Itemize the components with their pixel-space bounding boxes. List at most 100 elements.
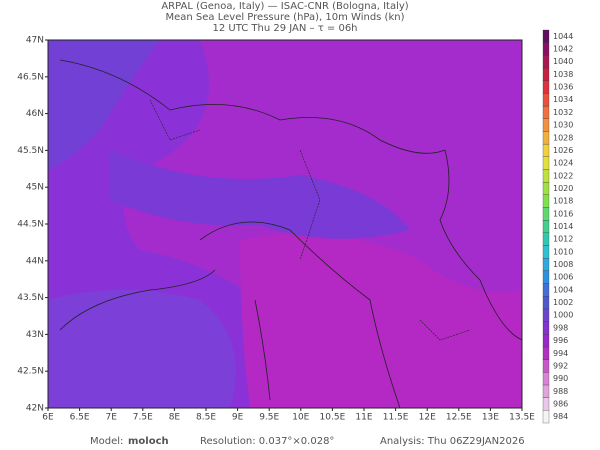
colorbar-swatch: [542, 55, 550, 69]
map-field: [48, 40, 522, 408]
colorbar-label: 994: [553, 349, 568, 358]
colorbar-swatch: [542, 270, 550, 284]
colorbar-label: 1026: [553, 146, 573, 155]
colorbar-label: 1006: [553, 273, 573, 282]
analysis: Analysis: Thu 06Z29JAN2026: [380, 436, 525, 447]
colorbar-label: 1018: [553, 197, 573, 206]
colorbar: 984 986 988 990 992 994 996 998 1000 1002 1004 1006…: [542, 29, 573, 424]
colorbar-label: 1016: [553, 209, 573, 218]
lat-labels: 47N 46.5N 46N 45.5N 45N 44.5N 44N 43.5N 43N 42.5N…: [17, 36, 48, 414]
colorbar-swatch: [542, 220, 550, 233]
colorbar-label: 988: [553, 387, 568, 396]
lat-label: 43N: [26, 330, 44, 340]
lon-label: 13.5E: [509, 413, 535, 423]
colorbar-label: 1014: [553, 222, 573, 231]
lat-label: 46N: [26, 109, 44, 119]
lat-label: 46.5N: [17, 72, 44, 82]
lat-label: 42.5N: [17, 367, 44, 377]
colorbar-swatch: [542, 131, 550, 145]
colorbar-swatch: [542, 359, 550, 373]
colorbar-label: 1038: [553, 70, 573, 79]
resolution: Resolution: 0.037°×0.028°: [200, 436, 334, 447]
lon-label: 10E: [292, 413, 309, 423]
colorbar-swatch: [542, 384, 550, 398]
colorbar-swatch: [542, 181, 550, 195]
colorbar-swatch: [542, 283, 550, 297]
lat-label: 45N: [26, 183, 44, 193]
colorbar-swatch: [542, 346, 550, 360]
header: ARPAL (Genoa, Italy) — ISAC-CNR (Bologna…: [161, 1, 408, 34]
header-line: Mean Sea Level Pressure (hPa), 10m Winds…: [166, 12, 405, 23]
colorbar-swatch: [542, 143, 550, 157]
lon-label: 7.5E: [133, 413, 153, 423]
colorbar-swatch: [542, 296, 550, 310]
footer: Model: moloch Resolution: 0.037°×0.028° …: [90, 436, 525, 447]
colorbar-swatch: [542, 232, 550, 246]
colorbar-label: 986: [553, 399, 568, 408]
colorbar-label: 1036: [553, 83, 573, 92]
lon-label: 6.5E: [70, 413, 90, 423]
colorbar-swatch: [542, 105, 550, 119]
colorbar-label: 1032: [553, 108, 573, 117]
colorbar-swatch: [542, 397, 550, 411]
colorbar-label: 996: [553, 336, 568, 345]
colorbar-label: 1000: [553, 311, 573, 320]
colorbar-swatch: [542, 334, 550, 348]
lon-label: 10.5E: [320, 413, 346, 423]
colorbar-label: 1022: [553, 171, 573, 180]
lat-label: 44N: [26, 256, 44, 266]
colorbar-label: 992: [553, 361, 568, 370]
colorbar-swatch: [542, 245, 550, 259]
colorbar-label: 1020: [553, 184, 573, 193]
colorbar-label: 1028: [553, 133, 573, 142]
lat-label: 43.5N: [17, 293, 44, 303]
header-line: 12 UTC Thu 29 JAN – τ = 06h: [212, 23, 357, 34]
lon-label: 11.5E: [383, 413, 409, 423]
colorbar-label: 990: [553, 374, 568, 383]
lat-label: 42N: [26, 404, 44, 414]
colorbar-swatch: [542, 410, 550, 424]
colorbar-swatch: [542, 207, 550, 221]
colorbar-swatch: [542, 372, 550, 386]
colorbar-swatch: [542, 308, 550, 322]
lon-label: 8.5E: [196, 413, 216, 423]
lon-label: 7E: [105, 413, 117, 423]
lon-label: 9.5E: [259, 413, 279, 423]
lon-label: 12.5E: [446, 413, 472, 423]
colorbar-label: 1012: [553, 235, 573, 244]
colorbar-swatch: [542, 156, 550, 170]
colorbar-label: 1040: [553, 57, 573, 66]
colorbar-swatch: [542, 80, 550, 94]
colorbar-swatch: [542, 93, 550, 107]
colorbar-swatch: [542, 29, 550, 43]
colorbar-swatch: [542, 194, 550, 208]
colorbar-label: 1008: [553, 260, 573, 269]
lon-label: 8E: [169, 413, 181, 423]
colorbar-swatch: [542, 118, 550, 132]
colorbar-label: 1002: [553, 298, 573, 307]
colorbar-label: 1030: [553, 121, 573, 130]
colorbar-swatch: [542, 321, 550, 335]
colorbar-label: 998: [553, 323, 568, 332]
colorbar-label: 1044: [553, 32, 573, 41]
lat-label: 45.5N: [17, 146, 44, 156]
lon-label: 6E: [42, 413, 54, 423]
colorbar-label: 984: [553, 412, 568, 421]
lon-label: 13E: [482, 413, 499, 423]
colorbar-label: 1034: [553, 95, 573, 104]
colorbar-swatch: [542, 67, 550, 81]
lon-label: 9E: [232, 413, 244, 423]
colorbar-label: 1010: [553, 247, 573, 256]
lon-labels: 6E 6.5E 7E 7.5E 8E 8.5E 9E 9.5E 10E 10.5E 11E 11.5E…: [42, 408, 535, 423]
lon-label: 12E: [419, 413, 436, 423]
lat-label: 44.5N: [17, 220, 44, 230]
model-label: Model:: [90, 436, 123, 447]
colorbar-label: 1004: [553, 285, 573, 294]
colorbar-label: 1042: [553, 45, 573, 54]
colorbar-swatch: [542, 169, 550, 183]
header-line: ARPAL (Genoa, Italy) — ISAC-CNR (Bologna…: [161, 1, 408, 12]
colorbar-label: 1024: [553, 159, 573, 168]
lat-label: 47N: [26, 36, 44, 46]
model-name: moloch: [128, 436, 169, 447]
